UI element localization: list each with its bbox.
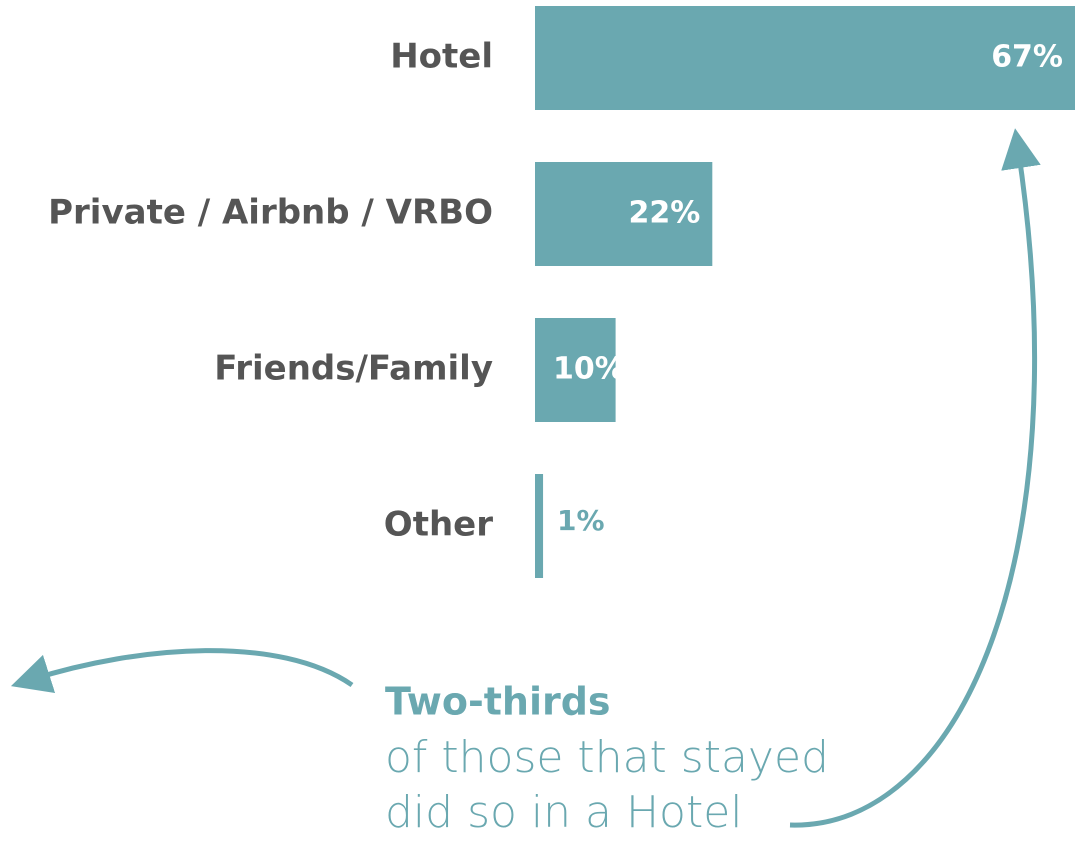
category-label: Friends/Family [214, 349, 493, 389]
arrow-left [10, 648, 354, 694]
bar [535, 6, 1075, 110]
value-label: 1% [557, 504, 605, 537]
annotation-line: of those that stayed [385, 732, 829, 783]
bar [535, 318, 616, 422]
annotation-heading: Two-thirds [385, 680, 611, 724]
category-label: Private / Airbnb / VRBO [48, 193, 493, 233]
value-label: 22% [629, 196, 701, 231]
value-label: 67% [991, 40, 1063, 75]
category-label: Other [384, 505, 493, 545]
bar [535, 474, 544, 578]
bar [535, 162, 713, 266]
annotation-line: did so in a Hotel [385, 787, 743, 838]
arrow-up [789, 128, 1041, 828]
category-label: Hotel [390, 37, 493, 77]
value-label: 10% [553, 352, 625, 387]
